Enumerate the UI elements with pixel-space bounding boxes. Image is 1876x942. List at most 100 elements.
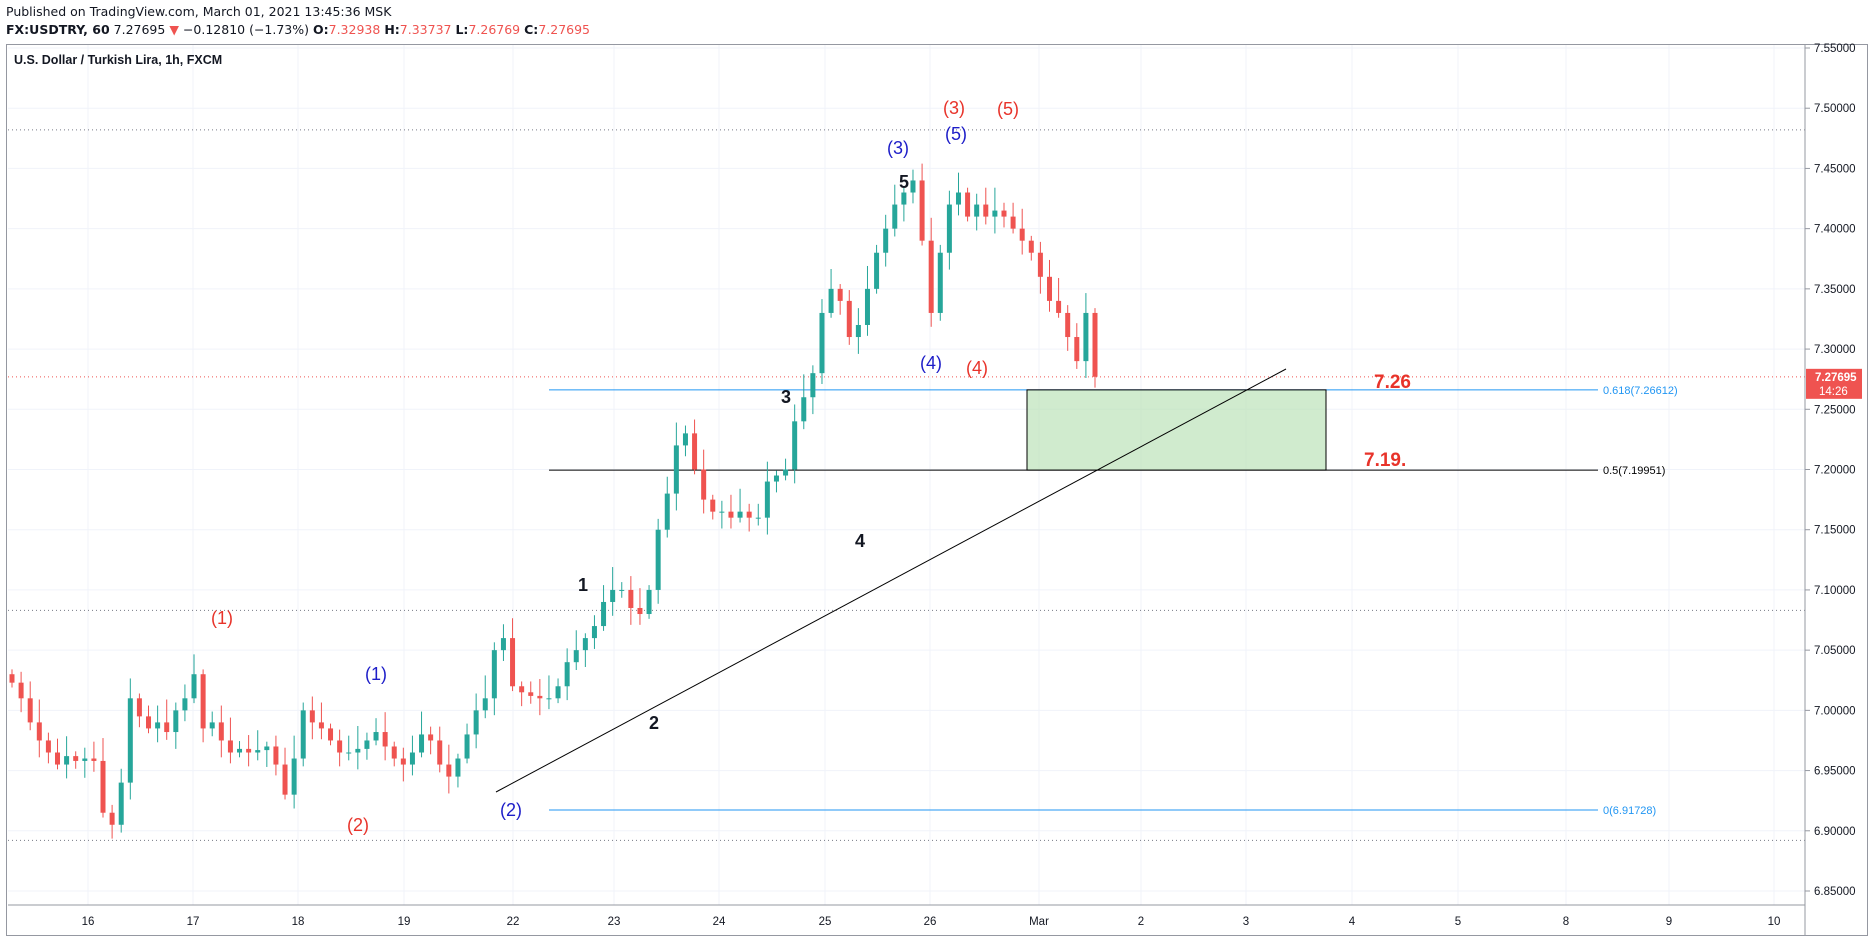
x-tick-label: 9 xyxy=(1666,916,1672,928)
fib-label: 0(6.91728) xyxy=(1603,805,1656,817)
grid xyxy=(8,45,1805,905)
fib-label: 0.618(7.26612) xyxy=(1603,385,1678,397)
x-tick-label: 22 xyxy=(507,916,520,928)
candle-body xyxy=(36,722,42,741)
symbol: FX:USDTRY, 60 xyxy=(6,22,110,37)
fib-label: 0.5(7.19951) xyxy=(1603,465,1665,477)
candle-body xyxy=(682,433,688,446)
candle-body xyxy=(1083,312,1089,362)
candle-body xyxy=(846,300,852,338)
chart-frame xyxy=(6,44,1868,936)
candle-body xyxy=(1037,252,1043,277)
open-label: O: xyxy=(313,22,329,37)
candle-body xyxy=(819,312,825,374)
x-tick-label: 17 xyxy=(187,916,200,928)
candle-body xyxy=(555,686,561,699)
wave-label: (2) xyxy=(500,800,522,820)
candle-body xyxy=(64,756,70,765)
candle-body xyxy=(18,682,24,699)
candle-body xyxy=(55,752,61,765)
candle-body xyxy=(409,752,415,765)
wave-label: (3) xyxy=(943,98,965,118)
candle-body xyxy=(309,710,315,723)
candle-body xyxy=(701,469,707,500)
candle-body xyxy=(82,758,88,761)
x-tick-label: 8 xyxy=(1563,916,1569,928)
candle-body xyxy=(619,589,625,591)
candle-body xyxy=(473,710,479,735)
candle-body xyxy=(127,698,133,783)
x-tick-label: 24 xyxy=(713,916,726,928)
wave-label: (2) xyxy=(347,815,369,835)
wave-label: 5 xyxy=(899,172,909,192)
candle-body xyxy=(582,638,588,651)
time-axis[interactable]: 16 17 18 19 22 23 24 25 26 Mar 2 3 4 5 8 9 10 xyxy=(8,904,1805,928)
candle-body xyxy=(273,746,279,765)
candle-body xyxy=(719,511,725,513)
candle-body xyxy=(291,758,297,795)
candle-body xyxy=(428,734,434,741)
y-tick-label: 7.45000 xyxy=(1814,163,1856,175)
price-axis[interactable]: 7.55000 7.50000 7.45000 7.40000 7.35000 7.300… xyxy=(1804,43,1862,935)
candle-body xyxy=(591,626,597,639)
candle-body xyxy=(146,716,152,729)
candle-body xyxy=(328,728,334,741)
candle-body xyxy=(173,710,179,733)
wave-label: (3) xyxy=(887,138,909,158)
candle-body xyxy=(901,192,907,205)
candle-body xyxy=(801,397,807,422)
candle-body xyxy=(9,674,15,683)
y-tick-label: 7.55000 xyxy=(1814,43,1856,55)
candle-body xyxy=(1010,216,1016,229)
wave-label: (5) xyxy=(945,124,967,144)
candles xyxy=(9,163,1098,839)
x-tick-label: 4 xyxy=(1349,916,1356,928)
candle-body xyxy=(391,746,397,759)
candle-body xyxy=(164,722,170,733)
candle-body xyxy=(892,204,898,229)
candle-body xyxy=(792,421,798,470)
candle-body xyxy=(346,752,352,754)
candle-body xyxy=(300,710,306,759)
candle-body xyxy=(73,756,79,761)
candle-body xyxy=(655,529,661,590)
candle-body xyxy=(773,475,779,482)
candle-body xyxy=(464,734,470,759)
candle-body xyxy=(810,373,816,398)
candle-body xyxy=(673,445,679,494)
candle-body xyxy=(255,750,261,753)
candle-body xyxy=(446,764,452,777)
horizontal-lines xyxy=(8,129,1805,841)
candle-body xyxy=(136,698,142,717)
candle-body xyxy=(573,650,579,663)
candle-body xyxy=(246,748,252,753)
candle-body xyxy=(746,511,752,518)
current-price-tag xyxy=(1806,368,1862,399)
candle-body xyxy=(209,722,215,729)
x-tick-label: 25 xyxy=(819,916,832,928)
candle-body xyxy=(27,698,33,723)
y-tick-label: 7.15000 xyxy=(1814,525,1856,537)
candle-body xyxy=(646,589,652,615)
candle-body xyxy=(637,607,643,615)
quote-bar: FX:USDTRY, 60 7.27695 ▼ −0.12810 (−1.73%… xyxy=(6,22,590,37)
candle-body xyxy=(364,740,370,749)
x-tick-label: 5 xyxy=(1455,916,1461,928)
candle-body xyxy=(1092,312,1098,377)
target-label-lower: 7.19. xyxy=(1364,450,1406,471)
candle-body xyxy=(500,638,506,651)
candle-body xyxy=(182,698,188,711)
candle-body xyxy=(419,734,425,753)
candle-body xyxy=(400,758,406,765)
candle-body xyxy=(983,204,989,217)
y-tick-label: 6.85000 xyxy=(1814,886,1856,898)
candle-body xyxy=(1056,300,1062,313)
candle-body xyxy=(783,469,789,476)
candle-body xyxy=(455,758,461,777)
candle-body xyxy=(355,748,361,753)
y-tick-label: 7.10000 xyxy=(1814,585,1856,597)
candle-body xyxy=(974,204,980,217)
y-tick-label: 7.00000 xyxy=(1814,705,1856,717)
high-value: 7.33737 xyxy=(399,22,452,37)
